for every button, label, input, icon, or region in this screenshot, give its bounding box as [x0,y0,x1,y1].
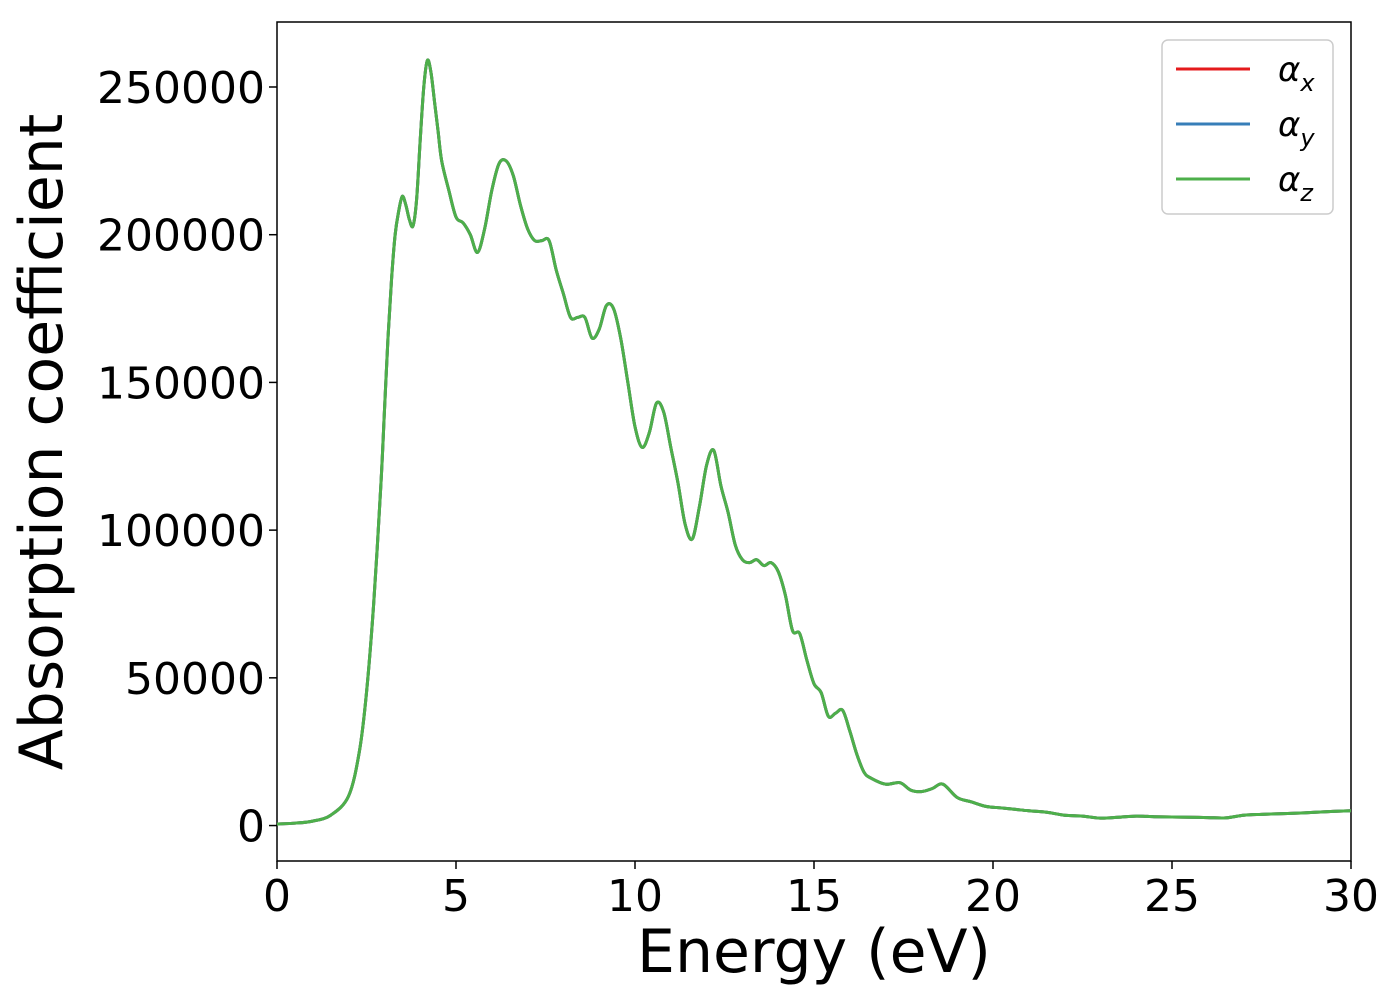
series-layer [276,58,1352,826]
y-tick-label: 200000 [97,211,265,262]
series-line-alpha-z [276,58,1352,826]
legend-label: αy [1278,105,1315,152]
legend-label-base: α [1278,160,1300,200]
x-tick-label: 5 [442,871,470,922]
x-axis-title: Energy (eV) [637,917,991,987]
y-tick-label: 150000 [97,358,265,409]
y-tick-label: 50000 [125,654,265,705]
x-tick-label: 30 [1323,871,1379,922]
legend-label-base: α [1278,50,1300,90]
x-tick-label: 10 [607,871,663,922]
y-tick-label: 250000 [97,63,265,114]
legend-box [1161,39,1334,215]
legend-label: αx [1278,50,1315,97]
x-tick-label: 25 [1144,871,1200,922]
x-axis-ticks: 0 5 10 15 20 25 30 [263,861,1379,922]
y-tick-label: 0 [237,802,265,853]
y-axis-title: Absorption coefficient [7,114,77,771]
legend-label-base: α [1278,105,1300,145]
x-tick-label: 15 [786,871,842,922]
y-tick-label: 100000 [97,506,265,557]
legend-label-subscript: y [1299,124,1315,152]
y-axis-ticks: 0 50000 100000 150000 200000 250000 [97,63,277,853]
x-tick-label: 0 [263,871,291,922]
legend-label-subscript: x [1299,69,1315,97]
legend-label: αz [1278,160,1314,207]
legend-label-subscript: z [1299,179,1314,207]
x-tick-label: 20 [965,871,1021,922]
